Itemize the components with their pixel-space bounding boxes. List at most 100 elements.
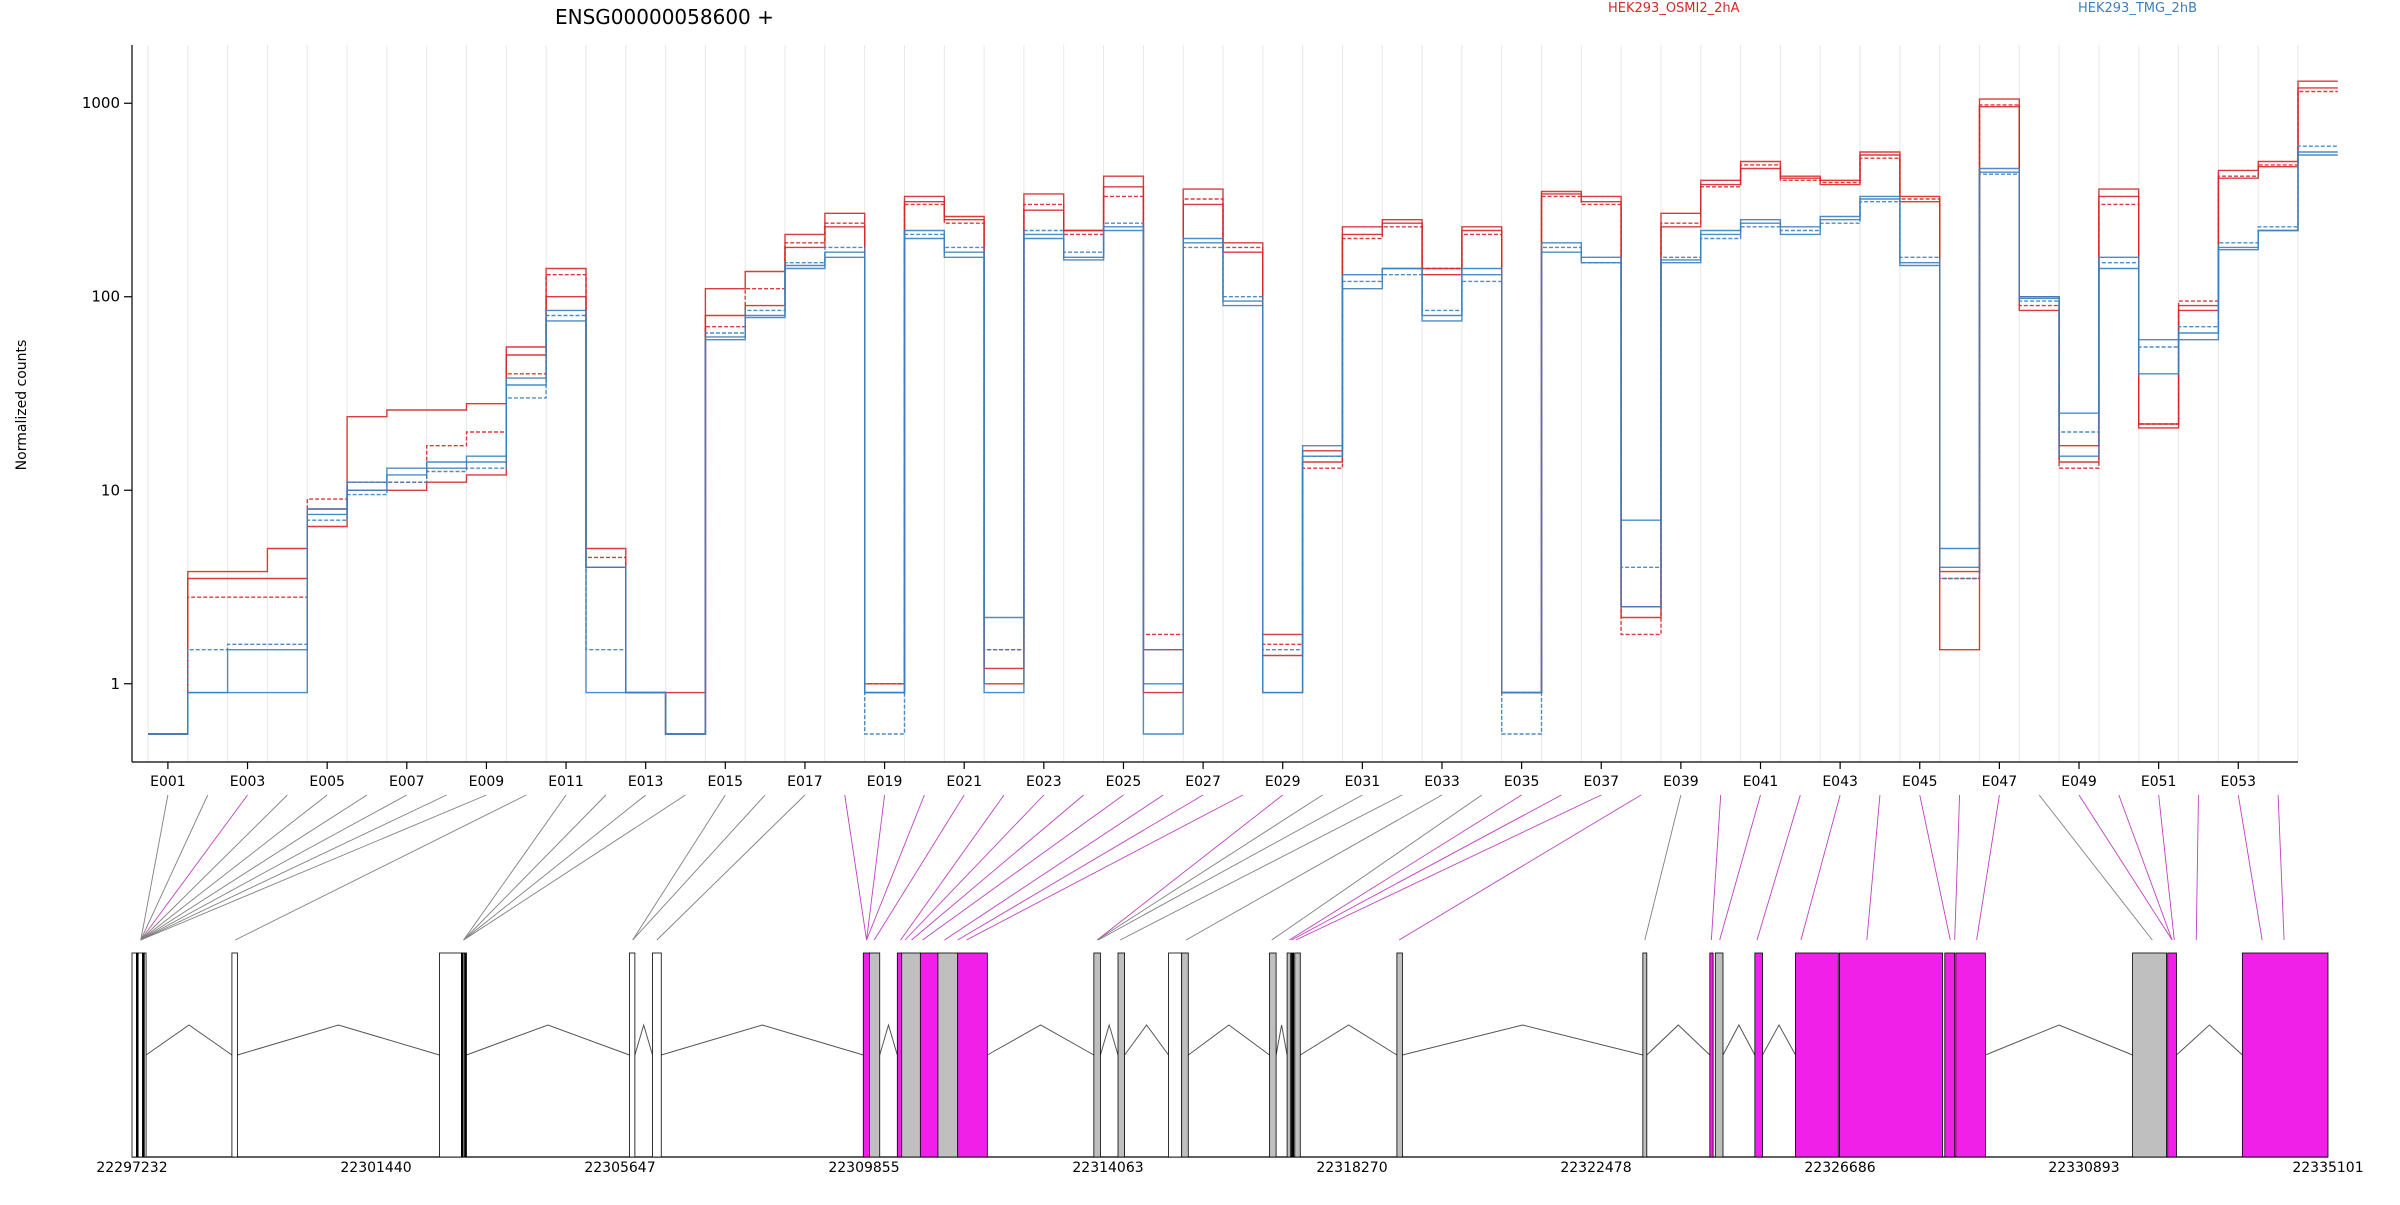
genomic-tick-label: 22318270 — [1316, 1160, 1387, 1176]
exon-block — [652, 952, 662, 1158]
x-tick-label: E009 — [469, 774, 505, 790]
exon-connector — [140, 794, 169, 941]
genomic-tick-label: 22305647 — [584, 1160, 655, 1176]
x-tick-label: E029 — [1265, 774, 1301, 790]
y-tick-label: 100 — [91, 288, 120, 306]
exon-connector — [2078, 794, 2173, 941]
exon-block — [1754, 952, 1763, 1158]
exon-connector — [966, 794, 1244, 941]
exon-connector — [1710, 794, 1722, 941]
series-line-osmi2 — [148, 80, 2338, 735]
exon-block — [1269, 952, 1277, 1158]
exon-connector — [2237, 794, 2263, 941]
exon-connector — [1719, 794, 1761, 941]
exon-connector — [140, 794, 368, 941]
exon-block — [1117, 952, 1125, 1158]
exon-connector — [1295, 794, 1602, 941]
x-tick-label: E011 — [548, 774, 584, 790]
x-tick-label: E041 — [1743, 774, 1779, 790]
exon-block — [1396, 952, 1403, 1158]
exon-block — [1181, 952, 1189, 1158]
intron-line — [145, 1024, 233, 1056]
intron-line — [1099, 1023, 1119, 1056]
exon-block — [1709, 952, 1714, 1158]
exon-block — [1093, 952, 1101, 1158]
x-tick-label: E015 — [708, 774, 744, 790]
x-tick-label: E037 — [1583, 774, 1619, 790]
x-tick-label: E003 — [230, 774, 266, 790]
exon-connector — [1866, 794, 1881, 941]
exon-connector — [463, 794, 607, 941]
exon-connector — [463, 794, 686, 941]
exon-connector — [140, 794, 487, 941]
exon-connector — [463, 794, 567, 941]
exon-connector — [2277, 794, 2285, 941]
genomic-tick-label: 22314063 — [1072, 1160, 1143, 1176]
series-line-tmg — [148, 151, 2338, 735]
y-axis-label: Normalized counts — [14, 340, 30, 471]
exon-block — [1168, 952, 1183, 1158]
intron-line — [661, 1024, 864, 1056]
exon-block — [1838, 952, 1944, 1158]
exon-connector — [1096, 794, 1323, 941]
x-tick-label: E047 — [1982, 774, 2018, 790]
x-tick-label: E005 — [309, 774, 345, 790]
exon-connector — [463, 794, 646, 941]
exon-connector — [632, 794, 726, 941]
exon-connector — [140, 794, 328, 941]
x-tick-label: E021 — [946, 774, 982, 790]
exon-connector — [2158, 794, 2175, 941]
exon-connector — [1291, 794, 1562, 941]
exon-connector — [911, 794, 1084, 941]
series-lines — [148, 80, 2338, 735]
intron-line — [1646, 1024, 1711, 1056]
exon-connector — [866, 794, 925, 941]
exon-connector — [1271, 794, 1483, 941]
exon-connector — [140, 794, 408, 941]
series-line-osmi2 — [148, 87, 2338, 735]
intron-line — [879, 1023, 898, 1056]
genomic-tick-label: 22301440 — [340, 1160, 411, 1176]
exon-connector — [140, 794, 209, 941]
exon-connector — [904, 794, 1045, 941]
genomic-tick-label: 22335101 — [2292, 1160, 2363, 1176]
intron-line — [466, 1024, 630, 1056]
intron-line — [1275, 1024, 1288, 1056]
intron-line — [634, 1023, 653, 1056]
chart-title: ENSG00000058600 + — [555, 5, 774, 29]
exon-connector — [140, 794, 248, 941]
x-tick-label: E019 — [867, 774, 903, 790]
intron-line — [237, 1024, 440, 1056]
exon-block — [439, 952, 462, 1158]
x-tick-label: E013 — [628, 774, 664, 790]
intron-line — [1722, 1023, 1756, 1056]
y-tick-label: 1 — [110, 675, 120, 693]
exon-block — [869, 952, 881, 1158]
intron-line — [2176, 1024, 2243, 1056]
intron-line — [1402, 1024, 1643, 1056]
x-tick-label: E017 — [787, 774, 823, 790]
axes: 1 10 100 1000 E001 E003 E005 E007 E009 E011 E013 E0… — [82, 45, 2298, 790]
exon-connector — [1096, 794, 1283, 941]
exon-connector — [900, 794, 1005, 941]
exon-connector — [1644, 794, 1682, 941]
legend-entry-osmi2: HEK293_OSMI2_2hA — [1608, 1, 1740, 16]
x-tick-label: E007 — [389, 774, 425, 790]
exon-block — [131, 952, 137, 1158]
genomic-tick-label: 22330893 — [2048, 1160, 2119, 1176]
y-tick-label: 1000 — [82, 94, 120, 112]
x-tick-label: E053 — [2220, 774, 2256, 790]
exon-connector — [1289, 794, 1522, 941]
legend-entry-tmg: HEK293_TMG_2hB — [2078, 1, 2197, 16]
exon-connector — [2118, 794, 2173, 941]
x-tick-label: E031 — [1345, 774, 1381, 790]
exon-connector — [957, 794, 1204, 941]
exon-block — [137, 952, 143, 1158]
exon-block — [896, 952, 903, 1158]
exon-block — [2167, 952, 2177, 1158]
y-tick-label: 10 — [101, 481, 120, 499]
exon-connectors — [140, 794, 2285, 941]
x-tick-label: E043 — [1822, 774, 1858, 790]
exon-block — [143, 952, 147, 1158]
